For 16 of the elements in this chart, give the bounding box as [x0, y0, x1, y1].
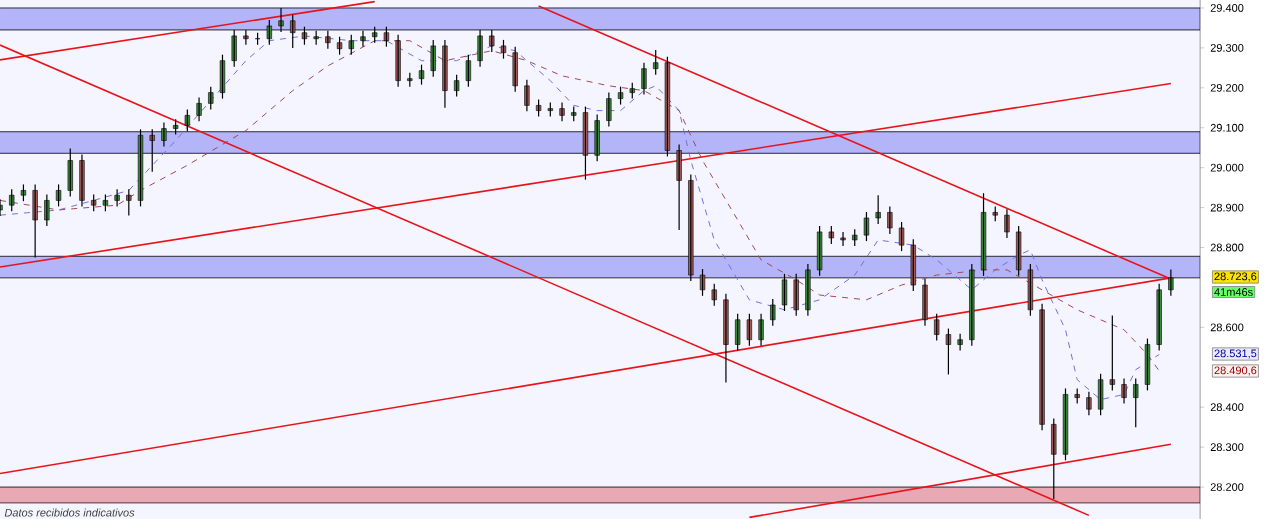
y-tick-label: 29.300	[1210, 44, 1244, 52]
y-tick-label: 29.200	[1210, 83, 1244, 92]
y-tick-label: 28.200	[1210, 483, 1244, 491]
y-tick-label: 28.600	[1210, 323, 1244, 332]
text: 41m46s	[1214, 288, 1253, 296]
y-tick-label: 28.900	[1210, 203, 1244, 212]
text: 28.531,5	[1214, 349, 1257, 359]
y-tick-label: 29.100	[1210, 123, 1244, 132]
text: 28.723,6	[1214, 272, 1257, 282]
annotation: Datos recibidos indicativos	[4, 508, 135, 517]
y-tick-label: 29.400	[1210, 4, 1244, 12]
y-tick-label: 28.400	[1210, 403, 1244, 412]
y-tick-label: 28.800	[1210, 243, 1244, 252]
y-tick-label: 28.300	[1210, 443, 1244, 451]
y-tick-label: 29.000	[1210, 163, 1244, 172]
text: 28.490,6	[1214, 366, 1257, 376]
